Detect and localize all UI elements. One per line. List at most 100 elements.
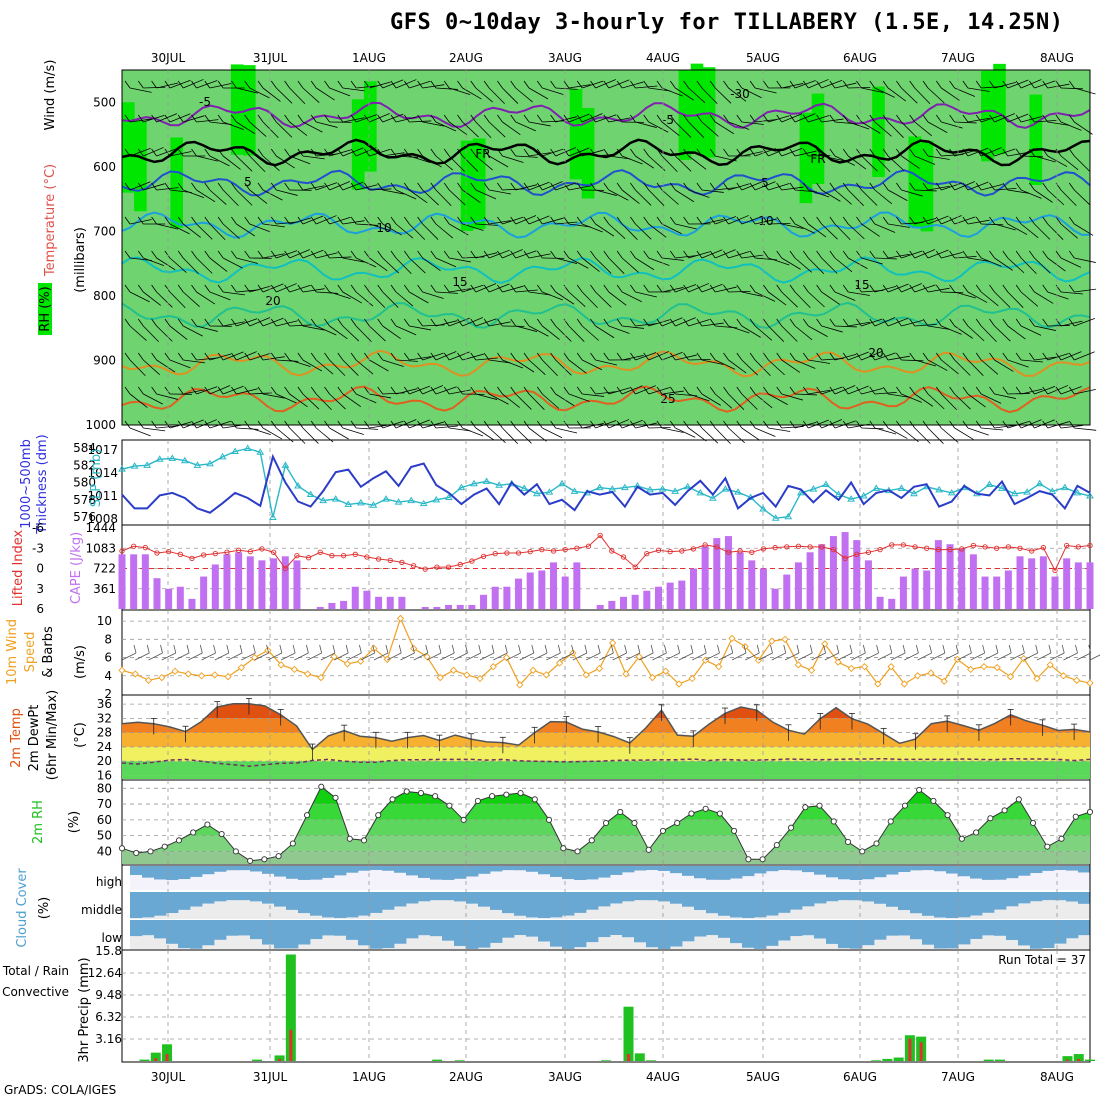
wind-barb-feather: [723, 250, 729, 259]
li-point: [352, 551, 358, 557]
wind-barb: [581, 257, 600, 272]
wind-barb-feather: [417, 250, 423, 259]
wind-barb-feather: [829, 148, 836, 157]
surface-wind-barb: [148, 652, 163, 661]
wind-barb-feather: [736, 386, 743, 395]
wind-barb: [196, 155, 218, 162]
surface-wind-barb: [360, 652, 375, 661]
cloud-high-cell: [166, 866, 179, 880]
cape-bar: [1051, 576, 1059, 609]
surface-wind-barb-feather: [849, 644, 853, 654]
rh-point: [1001, 807, 1008, 814]
temp-axis-label-3: (6hr Min/Max): [45, 690, 60, 780]
rh-point: [147, 848, 154, 855]
cloud-low-cell: [514, 920, 527, 936]
wind-barb: [622, 355, 644, 361]
li-point: [166, 548, 172, 555]
rh-high-band: [908, 136, 922, 227]
wind-barb: [847, 155, 867, 170]
surface-wind-barb: [479, 652, 495, 661]
wind-barb-feather: [723, 114, 729, 123]
wind-barb: [542, 427, 563, 439]
wind-barb: [1034, 119, 1057, 123]
wind-barb: [728, 325, 750, 334]
wind-barb-feather: [390, 352, 397, 361]
slp-point: [734, 488, 742, 495]
surface-wind-barb-feather: [743, 644, 747, 654]
wind-barb-feather: [616, 352, 623, 361]
wind-barb: [675, 189, 695, 203]
wind-barb: [262, 155, 280, 171]
wind-barb: [808, 257, 825, 274]
wind-barb: [329, 256, 352, 259]
cloud-middle-cell: [214, 892, 227, 902]
wind-barb: [794, 325, 813, 341]
wind-barb: [502, 427, 519, 445]
wind-barb-feather: [443, 80, 450, 89]
wind-barb-feather: [124, 318, 131, 327]
wind-barb-feather: [403, 114, 410, 123]
rh-point: [247, 857, 254, 864]
cloud-low-cell: [1006, 920, 1019, 940]
cloud-low-cell: [370, 920, 383, 949]
wind-barb: [395, 388, 418, 395]
wind-barb-feather: [816, 114, 822, 123]
wind-barb-feather: [789, 80, 796, 89]
date-label-top: 31JUL: [253, 51, 288, 65]
wind-barb: [1060, 291, 1083, 295]
cape-bar: [596, 604, 604, 609]
wind-barb-feather: [723, 284, 729, 293]
wind-barb-feather: [603, 80, 610, 89]
cloud-high-cell: [754, 866, 767, 874]
wind-barb-feather: [364, 352, 370, 361]
cloud-high-cell: [802, 866, 815, 873]
wind-barb-feather: [1029, 352, 1035, 361]
wind-barb-feather: [550, 352, 556, 361]
wind-barb-feather: [829, 250, 836, 259]
wind-barb: [209, 291, 231, 301]
wind-barb: [914, 87, 931, 105]
wind-barb-feather: [284, 216, 290, 225]
cloud-high-cell: [778, 866, 791, 871]
cloud-high-cell: [922, 866, 935, 871]
wind-barb-feather: [882, 318, 889, 327]
wind-barb: [688, 427, 707, 442]
wind-speed-point: [184, 670, 192, 678]
surface-wind-barb-feather: [703, 644, 707, 654]
wind-barb-feather: [776, 284, 783, 293]
wind-barb: [223, 291, 245, 296]
wind-barb: [994, 325, 1011, 342]
cape-bar: [631, 594, 639, 609]
wind-speed-point: [476, 674, 484, 683]
rh-point: [232, 848, 239, 855]
wind-barb: [834, 223, 851, 241]
wind-barb: [475, 87, 493, 103]
wind-barb: [488, 87, 505, 104]
wind-barb: [302, 325, 325, 331]
li-point: [679, 548, 685, 554]
wind-barb-feather: [935, 250, 942, 259]
li-point: [317, 549, 323, 555]
li-point: [994, 545, 1000, 551]
wind-barb-feather: [324, 386, 330, 395]
pressure-axis-label: (millibars): [73, 227, 88, 293]
cloud-middle-cell: [178, 892, 191, 910]
surface-wind-barb: [426, 652, 442, 661]
date-label-top: 4AUG: [646, 51, 680, 65]
wind-barb-feather: [523, 148, 530, 157]
surface-wind-barb-feather: [823, 644, 826, 654]
wind-barb: [475, 189, 497, 200]
wind-barb-feather: [164, 352, 171, 361]
cloud-low-cell: [142, 920, 155, 936]
y-tick-label: 700: [93, 224, 116, 238]
wind-speed-point: [343, 660, 352, 668]
surface-wind-barb: [864, 652, 879, 661]
cloud-middle-cell: [790, 892, 803, 910]
wind-barb: [542, 359, 558, 377]
wind-barb-feather: [896, 386, 902, 395]
wind-barb: [196, 325, 218, 332]
cape-bar: [1063, 558, 1071, 609]
cape-bar: [246, 556, 254, 609]
cloud-low-cell: [322, 920, 335, 936]
wind-barb-feather: [576, 386, 583, 395]
